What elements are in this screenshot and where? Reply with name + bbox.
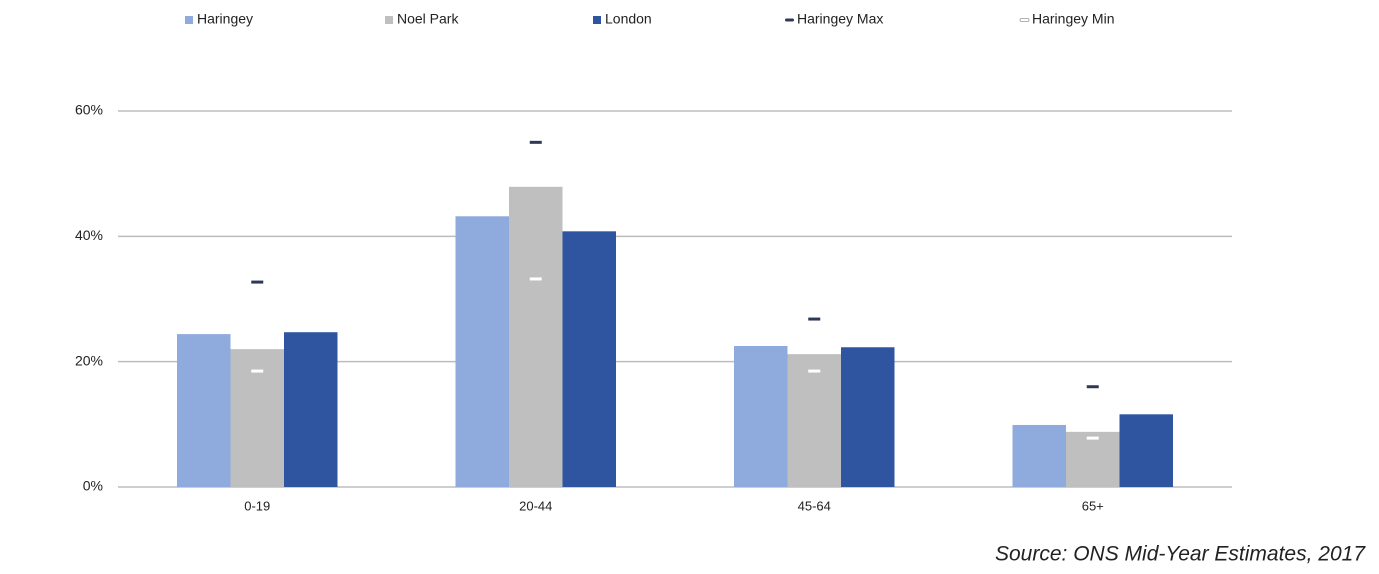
bar <box>562 231 616 487</box>
range-marker <box>251 369 264 373</box>
x-tick-label: 65+ <box>1082 498 1104 513</box>
bar <box>1012 424 1066 487</box>
source-note: Source: ONS Mid-Year Estimates, 2017 <box>995 543 1366 566</box>
legend-swatch <box>785 18 794 22</box>
y-tick-label: 20% <box>75 352 103 368</box>
legend-swatch <box>593 16 601 24</box>
bar <box>455 216 509 487</box>
bar <box>787 354 841 487</box>
bar <box>177 334 231 487</box>
legend-label: Haringey <box>197 11 253 27</box>
y-tick-label: 0% <box>83 478 103 494</box>
legend-label: Haringey Min <box>1032 11 1114 27</box>
legend-swatch <box>1019 18 1030 22</box>
x-tick-label: 45-64 <box>798 498 831 513</box>
legend-label: Haringey Max <box>797 11 883 27</box>
legend-label: London <box>605 11 652 27</box>
legend-label: Noel Park <box>397 11 459 27</box>
range-marker <box>808 369 821 373</box>
x-tick-label: 20-44 <box>519 498 552 513</box>
bar <box>841 347 895 487</box>
legend-swatch <box>185 16 193 24</box>
range-marker <box>251 280 264 284</box>
y-tick-label: 60% <box>75 102 103 118</box>
range-marker <box>808 317 821 321</box>
legend-swatch <box>385 16 393 24</box>
x-tick-label: 0-19 <box>244 498 270 513</box>
range-marker <box>1086 385 1099 389</box>
bar <box>509 186 563 487</box>
range-marker <box>1086 436 1099 440</box>
range-marker <box>529 140 542 144</box>
bar <box>1119 414 1173 487</box>
bar <box>1066 431 1120 487</box>
range-marker <box>529 277 542 281</box>
bar <box>284 332 338 487</box>
y-tick-label: 40% <box>75 227 103 243</box>
bar <box>734 346 788 487</box>
